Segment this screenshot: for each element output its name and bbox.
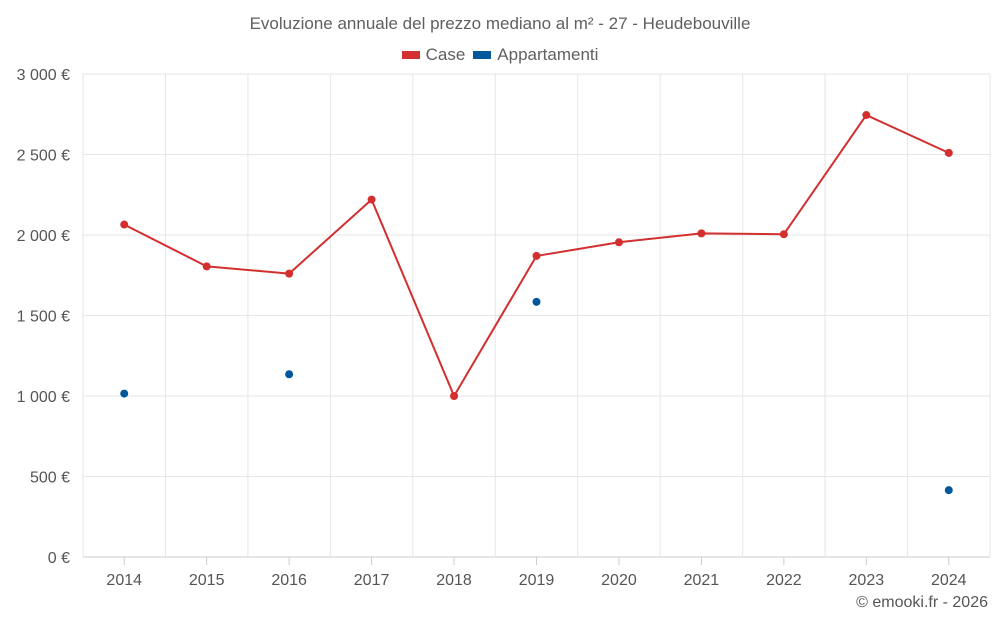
- legend-item-case[interactable]: Case: [401, 45, 466, 65]
- series-layer: [120, 111, 953, 495]
- data-point-case: [944, 148, 953, 157]
- y-tick-label: 2 000 €: [17, 228, 70, 245]
- credit-text: © emooki.fr - 2026: [856, 594, 988, 611]
- legend-swatch-case: [401, 51, 420, 59]
- data-point-appartamenti: [285, 370, 294, 379]
- data-point-case: [120, 220, 129, 229]
- data-point-case: [367, 195, 376, 204]
- x-tick-label: 2022: [766, 572, 802, 589]
- data-point-appartamenti: [944, 486, 953, 495]
- data-point-case: [532, 251, 541, 260]
- legend-item-appartamenti[interactable]: Appartamenti: [473, 45, 598, 65]
- legend-label-case: Case: [425, 45, 466, 64]
- data-point-case: [450, 392, 459, 400]
- data-point-case: [779, 230, 788, 239]
- data-point-case: [697, 229, 706, 238]
- legend-label-appartamenti: Appartamenti: [497, 45, 599, 64]
- data-point-case: [862, 111, 871, 120]
- legend-swatch-appartamenti: [473, 51, 492, 59]
- x-tick-label: 2021: [684, 572, 720, 589]
- data-point-case: [202, 262, 211, 271]
- x-tick-label: 2023: [849, 572, 885, 589]
- y-tick-label: 3 000 €: [17, 67, 70, 84]
- y-tick-label: 2 500 €: [17, 148, 70, 165]
- x-tick-label: 2017: [354, 572, 390, 589]
- legend: Case Appartamenti: [0, 45, 1000, 65]
- x-tick-label: 2024: [931, 572, 967, 589]
- data-point-case: [614, 238, 623, 247]
- axis-layer: 0 € 500 € 1 000 € 1 500 € 2 000 € 2 500 € 3 00…: [17, 67, 967, 589]
- x-tick-label: 2015: [189, 572, 225, 589]
- x-tick-label: 2019: [519, 572, 555, 589]
- x-tick-label: 2018: [436, 572, 472, 589]
- data-point-case: [285, 269, 294, 278]
- y-tick-label: 500 €: [30, 470, 70, 487]
- grid-layer: [82, 73, 991, 558]
- x-tick-label: 2020: [601, 572, 637, 589]
- x-tick-label: 2016: [271, 572, 307, 589]
- y-tick-label: 1 000 €: [17, 389, 70, 406]
- data-point-appartamenti: [120, 389, 129, 398]
- data-point-appartamenti: [532, 297, 541, 306]
- y-tick-label: 1 500 €: [17, 309, 70, 326]
- chart-title: Evoluzione annuale del prezzo mediano al…: [249, 14, 751, 33]
- x-tick-label: 2014: [106, 572, 142, 589]
- y-tick-label: 0 €: [48, 550, 70, 567]
